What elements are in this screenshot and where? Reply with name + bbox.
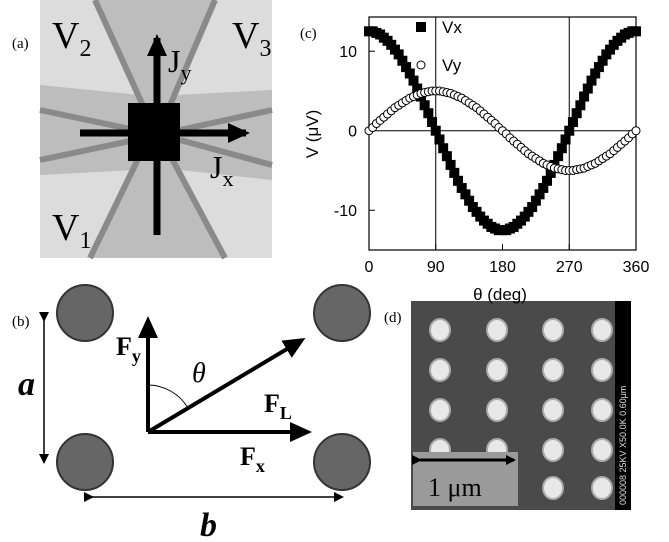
y-tick-label: 0 <box>348 124 357 141</box>
theta-arc <box>148 385 188 408</box>
b-label: b <box>200 507 217 542</box>
legend-marker <box>416 22 426 32</box>
point <box>632 127 640 135</box>
fl-arrow <box>148 340 302 432</box>
y-axis-label: V (μV) <box>303 110 322 159</box>
fx-label: Fx <box>240 442 265 476</box>
panel-a: (a) V2 V3 V1 Jy Jx <box>12 0 272 258</box>
y-tick-label: 10 <box>339 44 357 61</box>
dot <box>543 477 563 499</box>
panel-b: (b) a b θ Fy FL Fx <box>12 285 370 542</box>
point <box>557 143 567 153</box>
x-tick-label: 90 <box>427 259 445 276</box>
x-axis-label: θ (deg) <box>473 285 527 304</box>
dot <box>592 319 612 341</box>
panel-d: (d) 000008 25KV X50.0K 0.60μm 1 μm <box>384 301 631 510</box>
point <box>575 100 585 110</box>
panel-label: (c) <box>300 26 317 42</box>
dot <box>543 439 563 461</box>
dot <box>430 319 450 341</box>
y-tick-label: -10 <box>334 203 357 220</box>
x-tick-label: 270 <box>556 259 583 276</box>
dot <box>592 399 612 421</box>
legend-label: Vy <box>442 56 462 75</box>
pins <box>57 285 370 490</box>
x-tick-label: 360 <box>623 259 650 276</box>
point <box>434 134 444 144</box>
dot <box>592 359 612 381</box>
dot <box>543 399 563 421</box>
point <box>564 126 574 136</box>
dot <box>487 319 507 341</box>
dot <box>543 359 563 381</box>
legend-label: Vx <box>442 18 462 37</box>
dot <box>592 477 612 499</box>
panel-label: (a) <box>12 36 29 52</box>
scale-label: 1 μm <box>428 473 482 502</box>
panel-label: (d) <box>384 310 402 326</box>
page: (a) V2 V3 V1 Jy Jx (b) a b θ Fy FL Fx (d… <box>0 0 669 542</box>
point <box>427 117 437 127</box>
dot <box>487 359 507 381</box>
dot <box>487 399 507 421</box>
point <box>431 126 441 136</box>
fy-label: Fy <box>116 332 141 366</box>
point <box>561 134 571 144</box>
theta-label: θ <box>192 358 206 389</box>
fl-label: FL <box>264 389 292 423</box>
x-tick-label: 180 <box>489 259 516 276</box>
dot <box>543 319 563 341</box>
x-tick-label: 0 <box>365 259 374 276</box>
point <box>442 151 452 161</box>
panel-label: (b) <box>12 314 30 330</box>
a-label: a <box>18 366 35 403</box>
dot <box>592 439 612 461</box>
figure: (a) V2 V3 V1 Jy Jx (b) a b θ Fy FL Fx (d… <box>0 0 669 542</box>
point <box>631 26 641 36</box>
point <box>423 108 433 118</box>
dot <box>430 359 450 381</box>
sem-info: 000008 25KV X50.0K 0.60μm <box>618 386 628 505</box>
panel-c: (c) θ (deg) V (μV) 0 90 180 270 360 10 0 -10 Vx V… <box>300 17 649 304</box>
dot <box>430 399 450 421</box>
point <box>568 117 578 127</box>
legend-marker <box>417 61 425 69</box>
